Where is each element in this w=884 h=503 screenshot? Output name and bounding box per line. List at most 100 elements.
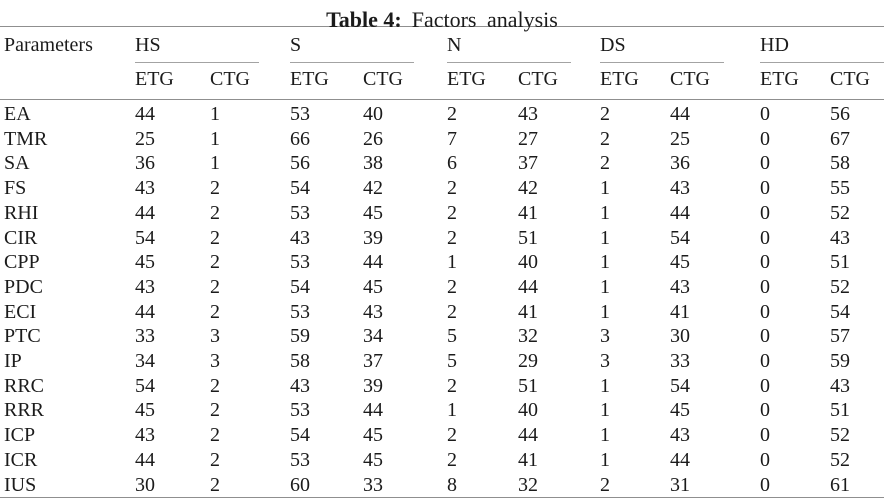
- table-cell: 44: [135, 448, 155, 471]
- table-cell: 0: [760, 350, 770, 373]
- table-cell: 58: [830, 152, 850, 175]
- table-cell: 1: [600, 374, 610, 397]
- table-cell: 1: [210, 127, 220, 150]
- table-cell: 2: [210, 251, 220, 274]
- table-cell: 60: [290, 473, 310, 496]
- table-cell: 43: [670, 424, 690, 447]
- table-cell: 1: [447, 399, 457, 422]
- table-cell: 43: [290, 374, 310, 397]
- table-caption: Table 4: Factors analysis: [0, 0, 884, 32]
- table-cell: 56: [290, 152, 310, 175]
- table-cell: 3: [210, 325, 220, 348]
- row-label: PTC: [4, 325, 41, 348]
- table-row-rrr: RRR 45 2 53 44 1 40 1 45 0 51: [0, 398, 884, 423]
- table-row-pdc: PDC 43 2 54 45 2 44 1 43 0 52: [0, 275, 884, 300]
- table-cell: 52: [830, 448, 850, 471]
- group-header-n: N: [443, 27, 596, 63]
- table-cell: 0: [760, 325, 770, 348]
- table-cell: 0: [760, 473, 770, 496]
- table-cell: 53: [290, 103, 310, 125]
- subheader-row: ETG CTG ETG CTG ETG CTG ETG CTG ETG CTG: [0, 63, 884, 100]
- table-cell: 45: [363, 448, 383, 471]
- table-cell: 2: [600, 473, 610, 496]
- table-cell: 3: [210, 350, 220, 373]
- factors-analysis-table: Parameters HS S N DS HD ETG CTG ETG CTG ETG CTG ET…: [0, 26, 884, 499]
- table-cell: 43: [135, 177, 155, 200]
- table-row-icr: ICR 44 2 53 45 2 41 1 44 0 52: [0, 448, 884, 473]
- table-cell: 44: [670, 448, 690, 471]
- table-cell: 0: [760, 374, 770, 397]
- table-cell: 0: [760, 103, 770, 125]
- row-label: ICP: [4, 424, 36, 447]
- table-cell: 27: [518, 127, 538, 150]
- table-cell: 2: [447, 226, 457, 249]
- row-label: RHI: [4, 201, 39, 224]
- table-cell: 1: [210, 103, 220, 125]
- table-cell: 33: [135, 325, 155, 348]
- table-cell: 0: [760, 152, 770, 175]
- table-cell: 0: [760, 424, 770, 447]
- table-cell: 43: [363, 300, 383, 323]
- table-cell: 40: [518, 399, 538, 422]
- table-cell: 53: [290, 448, 310, 471]
- table-cell: 1: [600, 424, 610, 447]
- table-cell: 37: [363, 350, 383, 373]
- table-cell: 0: [760, 399, 770, 422]
- table-cell: 43: [518, 103, 538, 125]
- subheader-s-ctg: CTG: [359, 63, 443, 100]
- row-label: FS: [4, 177, 27, 200]
- table-cell: 0: [760, 448, 770, 471]
- table-cell: 45: [363, 424, 383, 447]
- table-caption-text: Factors analysis: [411, 7, 558, 32]
- table-row-ip: IP 34 3 58 37 5 29 3 33 0 59: [0, 349, 884, 374]
- table-cell: 44: [518, 424, 538, 447]
- subheader-s-etg: ETG: [286, 63, 359, 100]
- table-cell: 3: [600, 325, 610, 348]
- table-cell: 2: [447, 177, 457, 200]
- subheader-ds-ctg: CTG: [666, 63, 756, 100]
- table-cell: 54: [830, 300, 850, 323]
- table-cell: 36: [670, 152, 690, 175]
- table-cell: 1: [600, 201, 610, 224]
- table-cell: 44: [135, 201, 155, 224]
- table-cell: 52: [830, 275, 850, 298]
- table-row-rhi: RHI 44 2 53 45 2 41 1 44 0 52: [0, 201, 884, 226]
- table-cell: 2: [447, 103, 457, 125]
- table-row-tmr: TMR 25 1 66 26 7 27 2 25 0 67: [0, 127, 884, 152]
- table-cell: 51: [518, 374, 538, 397]
- table-cell: 1: [600, 399, 610, 422]
- table-header: Parameters HS S N DS HD ETG CTG ETG CTG ETG CTG ET…: [0, 26, 884, 100]
- table-cell: 30: [670, 325, 690, 348]
- table-cell: 43: [290, 226, 310, 249]
- table-cell: 2: [447, 275, 457, 298]
- table-cell: 0: [760, 300, 770, 323]
- table-cell: 42: [363, 177, 383, 200]
- table-cell: 26: [363, 127, 383, 150]
- table-cell: 31: [670, 473, 690, 496]
- table-cell: 45: [363, 201, 383, 224]
- table-cell: 2: [210, 374, 220, 397]
- table-cell: 44: [363, 399, 383, 422]
- subheader-n-etg: ETG: [443, 63, 514, 100]
- group-header-label: HS: [135, 34, 259, 63]
- table-cell: 0: [760, 275, 770, 298]
- table-cell: 29: [518, 350, 538, 373]
- table-cell: 59: [830, 350, 850, 373]
- table-row-eci: ECI 44 2 53 43 2 41 1 41 0 54: [0, 300, 884, 325]
- table-cell: 2: [210, 300, 220, 323]
- table-cell: 7: [447, 127, 457, 150]
- table-cell: 2: [600, 127, 610, 150]
- table-cell: 34: [363, 325, 383, 348]
- group-header-label: S: [290, 34, 414, 63]
- table-cell: 2: [447, 300, 457, 323]
- table-cell: 43: [670, 275, 690, 298]
- table-cell: 1: [600, 275, 610, 298]
- table-cell: 51: [830, 251, 850, 274]
- table-cell: 52: [830, 424, 850, 447]
- table-cell: 41: [518, 201, 538, 224]
- table-cell: 67: [830, 127, 850, 150]
- table-cell: 44: [363, 251, 383, 274]
- table-cell: 40: [518, 251, 538, 274]
- table-cell: 44: [135, 300, 155, 323]
- table-cell: 53: [290, 251, 310, 274]
